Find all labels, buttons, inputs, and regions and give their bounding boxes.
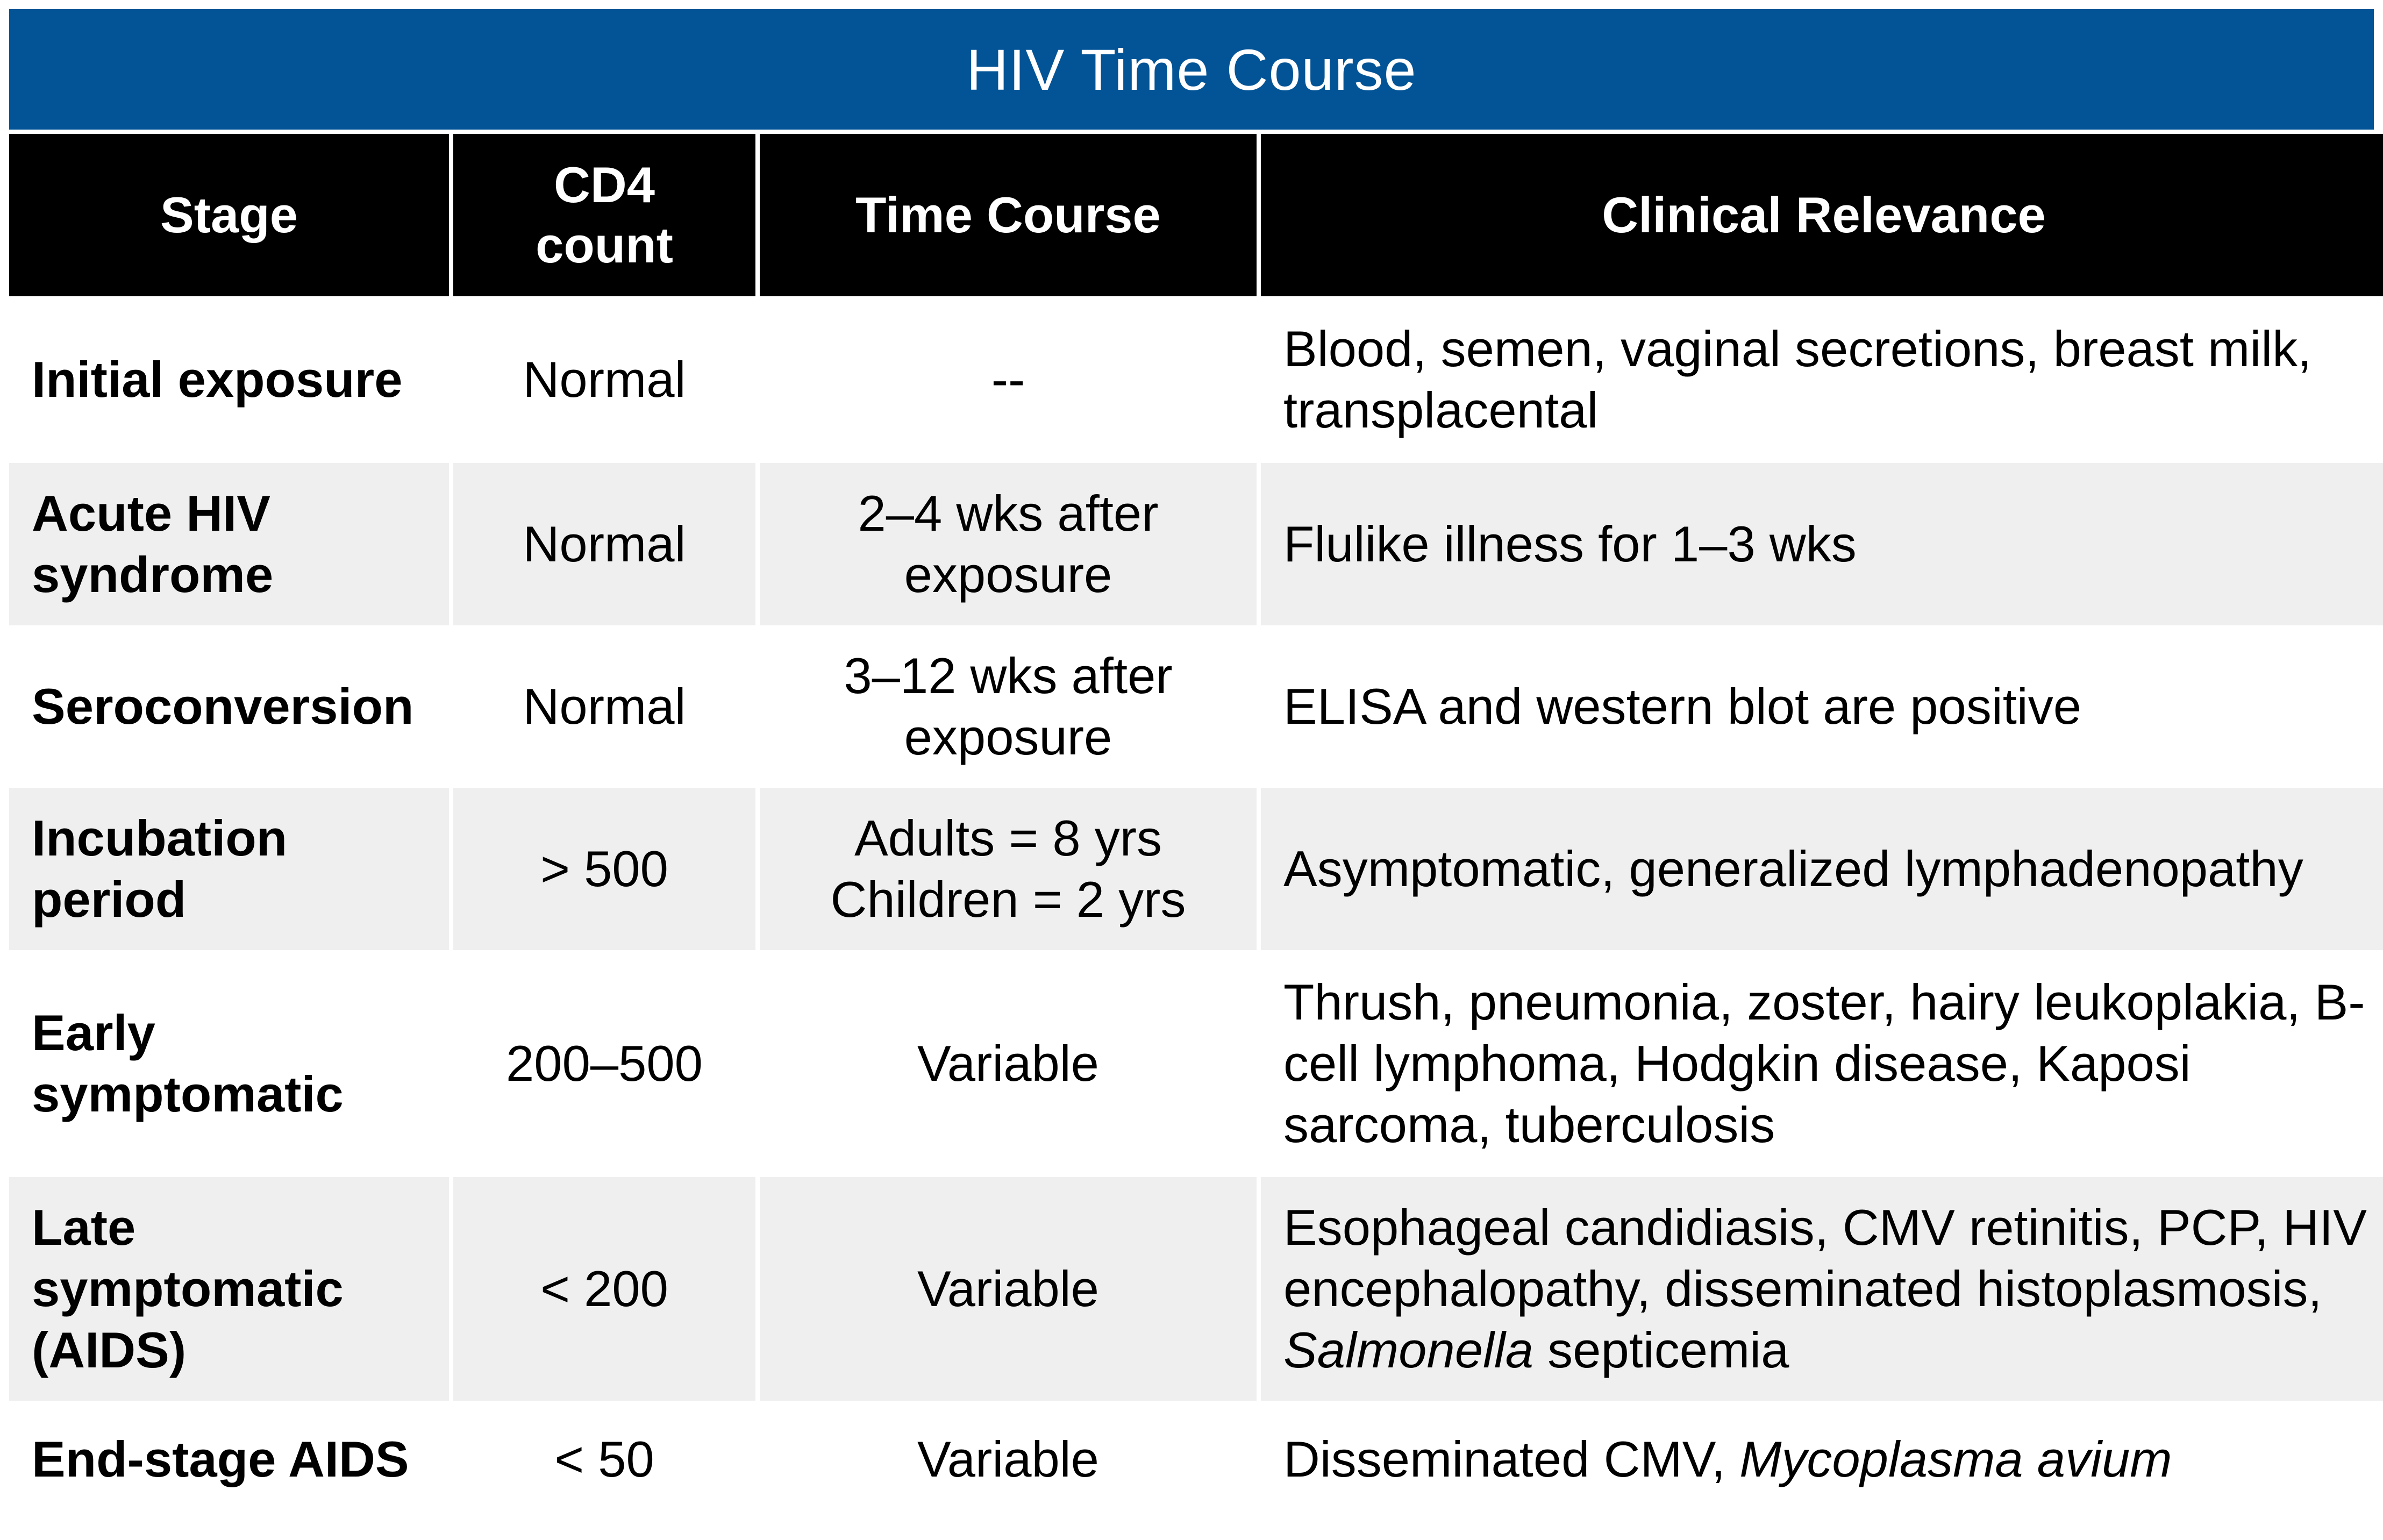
row-4-clinical: Asymptomatic, generalized lymphadenopath… [1261,788,2383,950]
row-5-stage: Early symptomatic [9,950,449,1177]
row-4-time: Adults = 8 yrs Children = 2 yrs [760,788,1257,950]
row-7-stage: End-stage AIDS [32,1431,409,1487]
row-7-clinical-pre: Disseminated CMV, [1283,1431,1740,1487]
header-cd4-count-label: CD4 count [536,156,673,273]
row-2-time-label: 2–4 wks after exposure [858,485,1159,603]
row-2-time: 2–4 wks after exposure [760,463,1257,625]
row-5-clinical: Thrush, pneumonia, zoster, hairy leukopl… [1283,974,2365,1153]
row-3-time-label: 3–12 wks after exposure [844,647,1173,765]
row-6-stage-label: Late symptomatic (AIDS) [32,1199,344,1378]
row-2-stage-label: Acute HIV syndrome [32,485,274,603]
row-1-cd4: Normal [523,351,686,408]
row-4-cd4: > 500 [453,788,755,950]
row-1-time: -- [991,351,1025,408]
row-3-stage: Seroconversion [32,678,414,735]
row-4-stage-label: Incubation period [32,810,288,928]
row-5-time: Variable [917,1035,1099,1092]
row-6-cd4: < 200 [453,1177,755,1401]
row-6-clinical-italic: Salmonella [1283,1322,1534,1378]
row-4-stage: Incubation period [9,788,449,950]
row-7-time: Variable [917,1431,1099,1487]
row-3-clinical: ELISA and western blot are positive [1283,678,2081,735]
row-7-clinical: Disseminated CMV, Mycoplasma avium [1261,1401,2383,1518]
row-6-clinical-post: septicemia [1533,1322,1789,1378]
row-6-time: Variable [760,1177,1257,1401]
header-time-course: Time Course [760,134,1257,296]
row-3-cd4: Normal [523,678,686,735]
header-clinical-relevance: Clinical Relevance [1261,134,2383,296]
row-7-clinical-italic: Mycoplasma avium [1739,1431,2172,1487]
row-2-stage: Acute HIV syndrome [9,463,449,625]
table-title: HIV Time Course [9,9,2374,130]
row-1-clinical: Blood, semen, vaginal secretions, breast… [1283,320,2312,438]
row-7-clinical-text: Disseminated CMV, Mycoplasma avium [1283,1429,2172,1490]
row-6-clinical-pre: Esophageal candidiasis, CMV retinitis, P… [1283,1199,2367,1317]
header-cd4-count: CD4 count [453,134,755,296]
header-stage: Stage [9,134,449,296]
row-5-stage-label: Early symptomatic [32,1004,344,1122]
table-grid: Stage CD4 count Time Course Clinical Rel… [9,134,2383,1518]
row-3-time: 3–12 wks after exposure [760,625,1257,788]
row-6-stage: Late symptomatic (AIDS) [9,1177,449,1401]
row-7-cd4: < 50 [554,1431,654,1487]
row-6-clinical-text: Esophageal candidiasis, CMV retinitis, P… [1283,1197,2371,1381]
row-1-stage: Initial exposure [32,351,403,408]
row-2-cd4: Normal [453,463,755,625]
row-5-cd4: 200–500 [506,1035,703,1092]
row-2-clinical: Flulike illness for 1–3 wks [1261,463,2383,625]
hiv-time-course-table: HIV Time Course Stage CD4 count Time Cou… [9,9,2383,1518]
row-4-time-adults: Adults = 8 yrs [854,810,1162,866]
row-6-clinical: Esophageal candidiasis, CMV retinitis, P… [1261,1177,2383,1401]
row-4-time-children: Children = 2 yrs [830,871,1186,928]
